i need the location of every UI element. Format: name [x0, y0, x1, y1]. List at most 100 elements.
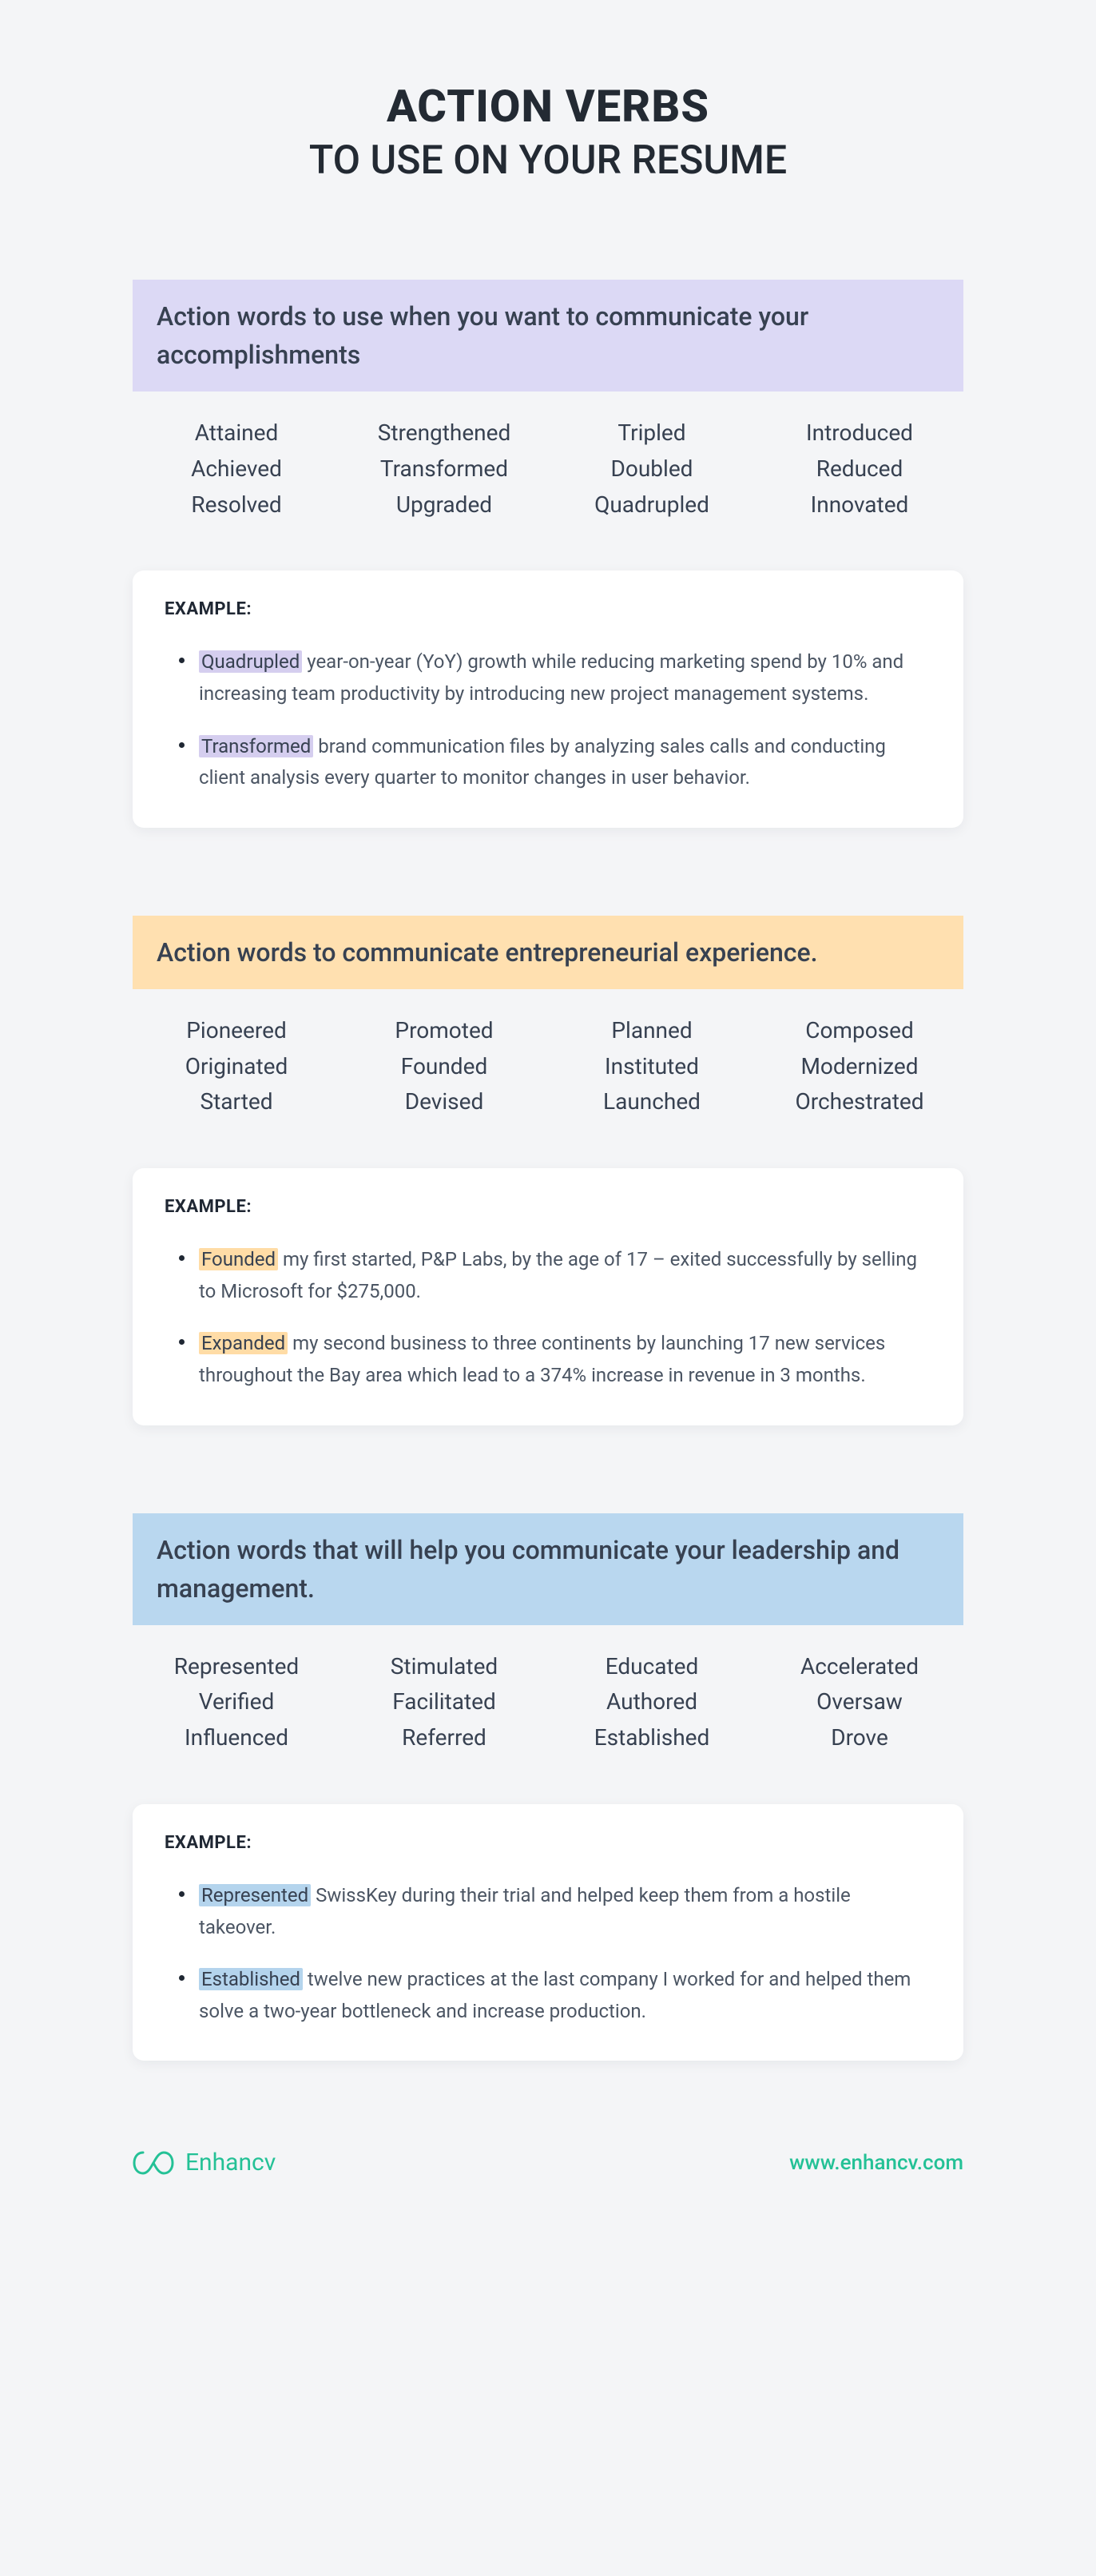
example-text: Expanded my second business to three con…	[199, 1328, 931, 1391]
word-grid: PioneeredOriginatedStartedPromotedFounde…	[133, 1013, 963, 1120]
action-word: Strengthened	[340, 415, 548, 451]
action-word: Accelerated	[756, 1649, 963, 1685]
word-column: TripledDoubledQuadrupled	[548, 415, 756, 523]
highlighted-verb: Established	[199, 1968, 303, 1990]
word-column: ComposedModernizedOrchestrated	[756, 1013, 963, 1120]
highlighted-verb: Transformed	[199, 735, 313, 757]
section-header: Action words to use when you want to com…	[133, 280, 963, 392]
action-word: Modernized	[756, 1049, 963, 1085]
action-word: Founded	[340, 1049, 548, 1085]
word-column: PromotedFoundedDevised	[340, 1013, 548, 1120]
word-column: RepresentedVerifiedInfluenced	[133, 1649, 340, 1756]
action-word: Instituted	[548, 1049, 756, 1085]
footer: Enhancv www.enhancv.com	[133, 2149, 963, 2176]
action-word: Stimulated	[340, 1649, 548, 1685]
action-word: Facilitated	[340, 1684, 548, 1720]
action-word: Established	[548, 1720, 756, 1756]
action-word: Composed	[756, 1013, 963, 1049]
word-column: AttainedAchievedResolved	[133, 415, 340, 523]
word-column: EducatedAuthoredEstablished	[548, 1649, 756, 1756]
action-word: Represented	[133, 1649, 340, 1685]
example-item: Represented SwissKey during their trial …	[165, 1880, 931, 1943]
bullet-icon	[179, 742, 185, 748]
action-word: Quadrupled	[548, 487, 756, 523]
main-container: ACTION VERBS TO USE ON YOUR RESUME Actio…	[133, 80, 963, 2061]
action-word: Verified	[133, 1684, 340, 1720]
bullet-icon	[179, 1339, 185, 1345]
example-rest: my second business to three continents b…	[199, 1332, 885, 1386]
action-word: Tripled	[548, 415, 756, 451]
bullet-icon	[179, 1255, 185, 1261]
example-text: Founded my first started, P&P Labs, by t…	[199, 1244, 931, 1307]
action-word: Introduced	[756, 415, 963, 451]
example-text: Represented SwissKey during their trial …	[199, 1880, 931, 1943]
action-word: Authored	[548, 1684, 756, 1720]
bullet-icon	[179, 1891, 185, 1897]
section: Action words that will help you communic…	[133, 1513, 963, 2061]
page-title-line1: ACTION VERBS	[133, 80, 963, 133]
action-word: Transformed	[340, 451, 548, 487]
example-label: EXAMPLE:	[165, 1197, 931, 1217]
highlighted-verb: Represented	[199, 1884, 311, 1906]
action-word: Upgraded	[340, 487, 548, 523]
example-item: Transformed brand communication files by…	[165, 731, 931, 794]
footer-url: www.enhancv.com	[789, 2151, 963, 2175]
example-item: Quadrupled year-on-year (YoY) growth whi…	[165, 646, 931, 710]
bullet-icon	[179, 658, 185, 663]
example-card: EXAMPLE: Represented SwissKey during thei…	[133, 1804, 963, 2061]
word-column: IntroducedReducedInnovated	[756, 415, 963, 523]
example-rest: my first started, P&P Labs, by the age o…	[199, 1248, 917, 1302]
example-text: Established twelve new practices at the …	[199, 1964, 931, 2027]
action-word: Influenced	[133, 1720, 340, 1756]
action-word: Devised	[340, 1084, 548, 1120]
word-column: PlannedInstitutedLaunched	[548, 1013, 756, 1120]
example-rest: year-on-year (YoY) growth while reducing…	[199, 650, 903, 705]
action-word: Oversaw	[756, 1684, 963, 1720]
section-header: Action words to communicate entrepreneur…	[133, 916, 963, 989]
action-word: Planned	[548, 1013, 756, 1049]
word-column: StimulatedFacilitatedReferred	[340, 1649, 548, 1756]
infinity-icon	[133, 2149, 174, 2176]
example-text: Transformed brand communication files by…	[199, 731, 931, 794]
brand-logo: Enhancv	[133, 2149, 276, 2176]
title-block: ACTION VERBS TO USE ON YOUR RESUME	[133, 80, 963, 184]
section: Action words to use when you want to com…	[133, 280, 963, 828]
example-label: EXAMPLE:	[165, 599, 931, 619]
example-rest: twelve new practices at the last company…	[199, 1968, 911, 2022]
example-card: EXAMPLE: Quadrupled year-on-year (YoY) gr…	[133, 570, 963, 827]
page-title-line2: TO USE ON YOUR RESUME	[133, 137, 963, 184]
action-word: Drove	[756, 1720, 963, 1756]
action-word: Originated	[133, 1049, 340, 1085]
action-word: Educated	[548, 1649, 756, 1685]
word-grid: RepresentedVerifiedInfluencedStimulatedF…	[133, 1649, 963, 1756]
section: Action words to communicate entrepreneur…	[133, 916, 963, 1425]
word-grid: AttainedAchievedResolvedStrengthenedTran…	[133, 415, 963, 523]
action-word: Referred	[340, 1720, 548, 1756]
action-word: Orchestrated	[756, 1084, 963, 1120]
action-word: Pioneered	[133, 1013, 340, 1049]
example-label: EXAMPLE:	[165, 1833, 931, 1853]
action-word: Doubled	[548, 451, 756, 487]
action-word: Resolved	[133, 487, 340, 523]
action-word: Attained	[133, 415, 340, 451]
brand-name: Enhancv	[185, 2149, 276, 2176]
example-item: Expanded my second business to three con…	[165, 1328, 931, 1391]
highlighted-verb: Quadrupled	[199, 650, 302, 673]
action-word: Launched	[548, 1084, 756, 1120]
example-item: Founded my first started, P&P Labs, by t…	[165, 1244, 931, 1307]
action-word: Reduced	[756, 451, 963, 487]
action-word: Innovated	[756, 487, 963, 523]
highlighted-verb: Founded	[199, 1248, 278, 1270]
action-word: Achieved	[133, 451, 340, 487]
action-word: Promoted	[340, 1013, 548, 1049]
section-header: Action words that will help you communic…	[133, 1513, 963, 1625]
action-word: Started	[133, 1084, 340, 1120]
word-column: StrengthenedTransformedUpgraded	[340, 415, 548, 523]
example-item: Established twelve new practices at the …	[165, 1964, 931, 2027]
example-card: EXAMPLE: Founded my first started, P&P La…	[133, 1168, 963, 1425]
bullet-icon	[179, 1975, 185, 1981]
highlighted-verb: Expanded	[199, 1332, 288, 1354]
word-column: PioneeredOriginatedStarted	[133, 1013, 340, 1120]
word-column: AcceleratedOversawDrove	[756, 1649, 963, 1756]
example-text: Quadrupled year-on-year (YoY) growth whi…	[199, 646, 931, 710]
